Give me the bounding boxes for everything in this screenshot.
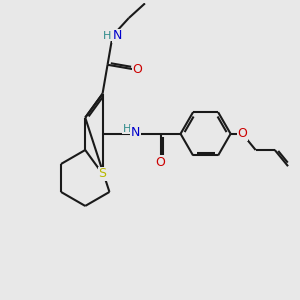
Text: O: O xyxy=(155,156,165,169)
Text: H: H xyxy=(103,31,112,41)
Text: N: N xyxy=(131,126,140,139)
Text: S: S xyxy=(98,167,106,180)
Text: O: O xyxy=(238,127,247,140)
Text: N: N xyxy=(112,29,122,42)
Text: H: H xyxy=(122,124,131,134)
Text: O: O xyxy=(132,63,142,76)
